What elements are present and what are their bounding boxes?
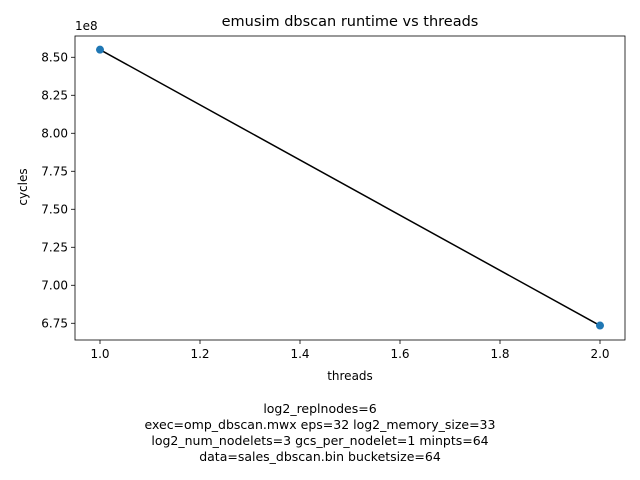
y-tick-label: 7.25 bbox=[41, 240, 68, 254]
y-tick-label: 8.00 bbox=[41, 126, 68, 140]
data-point bbox=[596, 321, 604, 330]
data-point bbox=[96, 45, 104, 54]
caption-line: log2_replnodes=6 bbox=[263, 401, 377, 416]
series-line bbox=[99, 49, 601, 327]
x-tick-label: 1.4 bbox=[290, 347, 309, 361]
y-tick-label: 7.50 bbox=[41, 202, 68, 216]
caption-line: data=sales_dbscan.bin bucketsize=64 bbox=[199, 449, 441, 464]
y-tick-label: 7.00 bbox=[41, 278, 68, 292]
x-tick-label: 1.0 bbox=[90, 347, 109, 361]
y-tick-label: 8.50 bbox=[41, 50, 68, 64]
x-tick-label: 2.0 bbox=[590, 347, 609, 361]
x-tick-label: 1.2 bbox=[190, 347, 209, 361]
y-tick-label: 7.75 bbox=[41, 164, 68, 178]
parameter-caption: log2_replnodes=6 exec=omp_dbscan.mwx eps… bbox=[0, 401, 640, 465]
y-offset-label: 1e8 bbox=[75, 19, 98, 33]
plot-frame bbox=[74, 35, 626, 341]
x-tick-label: 1.6 bbox=[390, 347, 409, 361]
y-tick-label: 6.75 bbox=[41, 316, 68, 330]
chart-title: emusim dbscan runtime vs threads bbox=[222, 14, 479, 30]
x-axis-label: threads bbox=[327, 369, 373, 383]
y-tick-label: 8.25 bbox=[41, 88, 68, 102]
caption-line: exec=omp_dbscan.mwx eps=32 log2_memory_s… bbox=[144, 417, 496, 432]
y-axis-label: cycles bbox=[16, 168, 30, 205]
caption-line: log2_num_nodelets=3 gcs_per_nodelet=1 mi… bbox=[151, 433, 489, 448]
x-tick-label: 1.8 bbox=[490, 347, 509, 361]
